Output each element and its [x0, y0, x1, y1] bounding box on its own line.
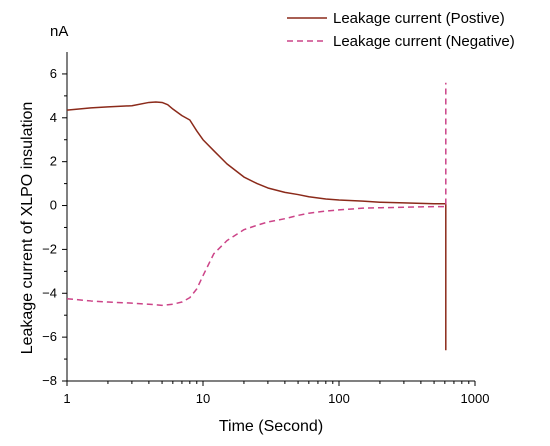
- series-lines: [66, 82, 447, 351]
- y-unit-label: nA: [50, 23, 68, 40]
- y-tick-label: 4: [50, 110, 57, 125]
- series-line-negative: [66, 82, 447, 307]
- y-axis-title: Leakage current of XLPO insulation: [19, 102, 36, 355]
- legend: Leakage current (Postive) Leakage curren…: [287, 10, 515, 50]
- x-tick-label: 10: [196, 391, 210, 406]
- x-tick-label: 100: [328, 391, 350, 406]
- x-tick-label: 1: [63, 391, 70, 406]
- legend-label-positive: Leakage current (Postive): [333, 10, 505, 27]
- x-tick-label: 1000: [461, 391, 490, 406]
- y-tick-label: −8: [42, 373, 57, 388]
- y-tick-label: 2: [50, 154, 57, 169]
- series-line-positive: [66, 101, 447, 351]
- y-tick-label: 6: [50, 66, 57, 81]
- y-tick-label: −4: [42, 285, 57, 300]
- axes: −8 −6 −4 −2 0 2 4 6 1 10 100 1000: [42, 52, 489, 406]
- y-tick-label: 0: [50, 198, 57, 213]
- y-tick-label: −2: [42, 241, 57, 256]
- y-tick-label: −6: [42, 329, 57, 344]
- x-axis-title: Time (Second): [219, 418, 323, 435]
- legend-label-negative: Leakage current (Negative): [333, 33, 515, 50]
